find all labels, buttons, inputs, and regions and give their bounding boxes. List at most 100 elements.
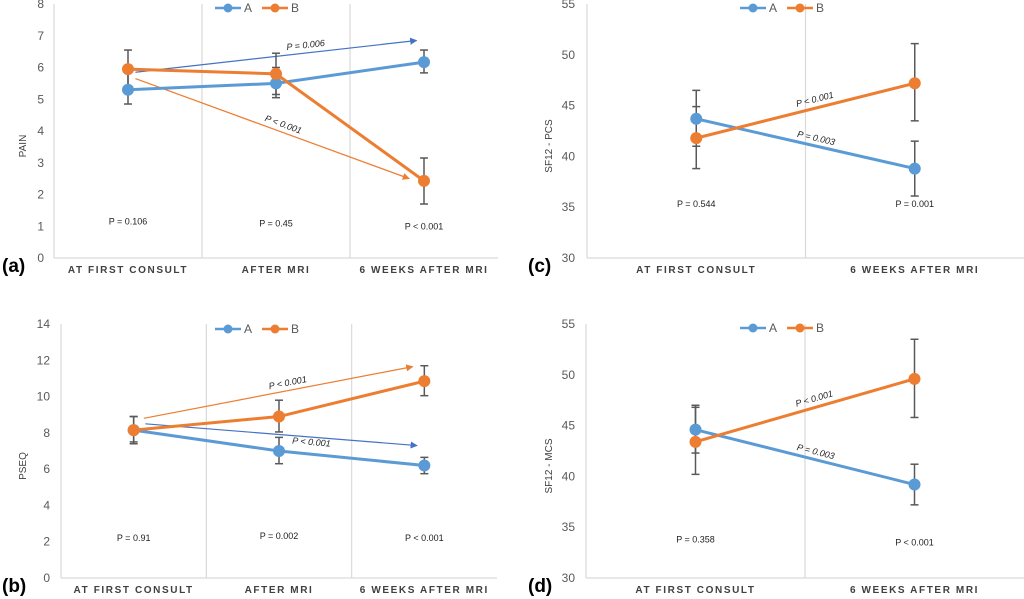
series-line-b <box>695 377 915 444</box>
y-tick-label: 40 <box>562 149 576 163</box>
y-tick-label: 2 <box>37 188 44 202</box>
panel-letter: (a) <box>2 256 25 277</box>
group-pvalue-label: P = 0.358 <box>676 534 715 544</box>
y-tick-label: 2 <box>43 535 50 549</box>
legend-marker-b <box>795 323 805 333</box>
x-tick-label: AT FIRST CONSULT <box>635 585 755 596</box>
legend-label-a: A <box>769 1 777 15</box>
legend-marker-b <box>270 324 280 334</box>
legend-marker-b <box>270 3 280 13</box>
data-point-a <box>418 459 431 472</box>
legend-label-b: B <box>291 322 299 336</box>
group-pvalue-label: P = 0.91 <box>117 533 151 543</box>
legend-label-b: B <box>291 1 299 15</box>
data-point-b <box>908 77 921 90</box>
x-tick-label: AT FIRST CONSULT <box>74 585 194 596</box>
y-tick-label: 35 <box>562 520 576 534</box>
y-axis-label: SF12 - MCS <box>544 438 555 493</box>
x-tick-label: 6 WEEKS AFTER MRI <box>850 265 979 276</box>
data-point-b <box>127 424 140 437</box>
panel-letter: (c) <box>528 256 551 277</box>
y-tick-label: 0 <box>43 571 50 585</box>
data-point-a <box>908 478 921 491</box>
x-tick-label: 6 WEEKS AFTER MRI <box>850 585 979 596</box>
legend-label-b: B <box>816 1 824 15</box>
y-axis-label: PAIN <box>18 135 29 158</box>
trend-arrow <box>145 423 418 449</box>
data-point-a <box>273 445 285 457</box>
trend-arrow <box>143 364 414 419</box>
y-axis-label: PSEQ <box>18 452 29 480</box>
group-pvalue-label: P < 0.001 <box>895 537 934 547</box>
y-tick-label: 30 <box>562 571 576 585</box>
legend-marker-a <box>223 3 233 13</box>
y-tick-label: 8 <box>37 0 44 11</box>
series-line-a <box>695 117 916 171</box>
x-tick-label: AFTER MRI <box>245 585 314 596</box>
group-pvalue-label: P < 0.001 <box>405 221 444 231</box>
y-tick-label: 35 <box>562 200 576 214</box>
y-tick-label: 1 <box>37 219 44 233</box>
y-tick-label: 6 <box>43 462 50 476</box>
data-point-b <box>122 63 134 76</box>
group-pvalue-label: P < 0.001 <box>405 533 444 543</box>
group-pvalue-label: P = 0.544 <box>677 199 716 209</box>
data-point-b <box>273 410 285 423</box>
chart-panel-d: 30 35 40 45 50 55 SF12 - MCS AT FIRST CONSULT 6 … <box>528 317 1024 597</box>
x-tick-label: 6 WEEKS AFTER MRI <box>359 265 488 276</box>
series-line-a <box>695 428 915 486</box>
y-tick-label: 14 <box>37 317 51 331</box>
line-pvalue-label: P < 0.001 <box>794 388 834 408</box>
x-tick-label: AT FIRST CONSULT <box>68 265 188 276</box>
legend-marker-a <box>748 3 758 13</box>
y-tick-label: 10 <box>37 390 51 404</box>
group-pvalue-label: P = 0.001 <box>895 199 934 209</box>
data-point-a <box>270 77 282 90</box>
y-tick-label: 40 <box>562 469 576 483</box>
legend-marker-a <box>748 323 758 333</box>
y-tick-label: 12 <box>37 353 51 367</box>
legend-label-a: A <box>769 321 777 335</box>
group-pvalue-label: P = 0.45 <box>259 218 293 228</box>
y-tick-label: 50 <box>562 48 576 62</box>
y-tick-label: 3 <box>37 156 44 170</box>
y-tick-label: 4 <box>43 498 50 512</box>
legend-label-a: A <box>244 322 252 336</box>
trend-pvalue-label: P < 0.001 <box>292 436 331 449</box>
y-tick-label: 8 <box>43 426 50 440</box>
legend-marker-a <box>223 324 233 334</box>
chart-panel-b: 0 2 4 6 8 10 12 14 PSEQ AT FIRST CONSULT AFTER MRI… <box>2 317 497 597</box>
y-tick-label: 50 <box>562 368 576 382</box>
y-tick-label: 45 <box>562 99 576 113</box>
y-tick-label: 45 <box>562 419 576 433</box>
data-point-b <box>270 67 282 80</box>
group-pvalue-label: P = 0.002 <box>260 531 299 541</box>
series-line-b <box>695 81 916 140</box>
y-tick-label: 7 <box>37 29 44 43</box>
y-axis-label: SF12 - PCS <box>544 119 555 173</box>
data-point-b <box>418 375 431 388</box>
trend-pvalue-label: P = 0.006 <box>286 38 325 52</box>
legend-marker-b <box>795 3 805 13</box>
x-tick-label: AT FIRST CONSULT <box>636 265 756 276</box>
y-tick-label: 55 <box>562 317 576 331</box>
data-point-a <box>418 56 430 69</box>
x-tick-label: 6 WEEKS AFTER MRI <box>360 585 489 596</box>
data-point-a <box>689 423 702 436</box>
y-tick-label: 0 <box>37 251 44 265</box>
y-tick-label: 55 <box>562 0 576 11</box>
data-point-a <box>122 83 134 96</box>
panel-letter: (d) <box>528 576 552 597</box>
data-point-b <box>418 174 430 187</box>
data-point-a <box>908 162 921 175</box>
x-tick-label: AFTER MRI <box>242 265 311 276</box>
group-pvalue-label: P = 0.106 <box>109 217 148 227</box>
data-point-b <box>689 435 702 448</box>
data-point-a <box>690 112 703 125</box>
data-point-b <box>690 132 703 145</box>
